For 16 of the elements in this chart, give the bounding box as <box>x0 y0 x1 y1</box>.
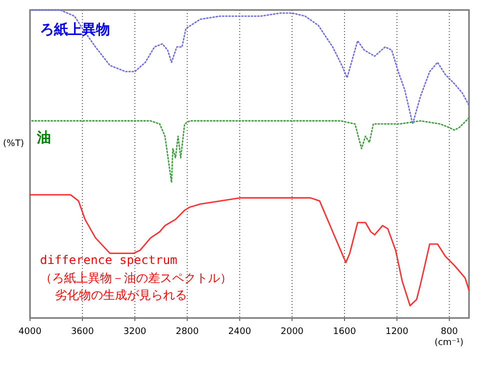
series-label: ろ紙上異物 <box>40 22 110 38</box>
annotation: （ろ紙上異物－油の差スペクトル） <box>40 271 232 285</box>
x-tick-label: 3600 <box>70 327 94 337</box>
x-tick-label: 800 <box>440 327 458 337</box>
x-tick-label: 2800 <box>176 327 199 337</box>
x-tick-label: 1600 <box>333 327 356 337</box>
y-axis-title: (%T) <box>3 139 24 149</box>
x-tick-label: 3200 <box>123 327 147 337</box>
series-label: 油 <box>36 130 51 146</box>
annotation: 劣化物の生成が見られる <box>55 288 187 302</box>
x-tick-label: 2000 <box>280 327 304 337</box>
series-label: difference spectrum <box>40 253 178 267</box>
x-tick-label: 2400 <box>228 327 252 337</box>
x-tick-label: 4000 <box>18 327 42 337</box>
x-tick-label: 1200 <box>385 327 409 337</box>
x-axis-title: (cm⁻¹) <box>434 338 464 348</box>
